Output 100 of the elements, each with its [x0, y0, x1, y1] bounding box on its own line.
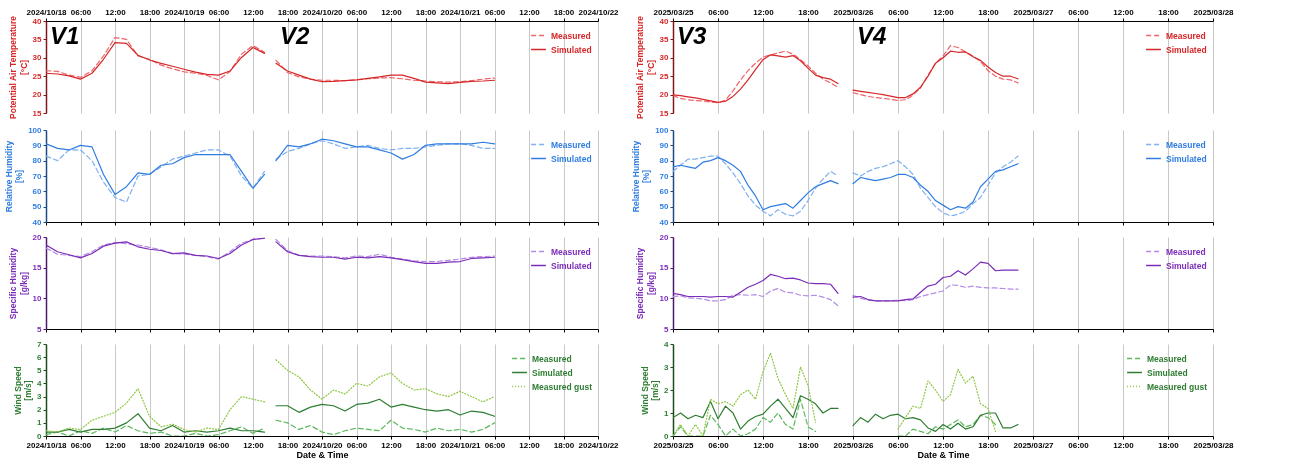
- x-tick-label: 12:00: [519, 7, 541, 17]
- y-tick-label: 100: [655, 125, 670, 135]
- x-tick-label: 2025/03/25: [653, 7, 695, 17]
- legend-label: Measured: [532, 353, 572, 364]
- y-tick-label: 1: [664, 408, 670, 418]
- y-tick-label: 4: [37, 378, 43, 388]
- legend-label: Simulated: [551, 260, 592, 271]
- x-tick-label: 06:00: [1068, 440, 1090, 450]
- y-tick-label: 20: [32, 232, 43, 242]
- x-tick-label: 12:00: [381, 7, 403, 17]
- x-tick-label: 2024/10/20: [302, 440, 344, 450]
- x-tick-label: 06:00: [484, 440, 506, 450]
- legend-label: Measured: [1147, 353, 1187, 364]
- x-tick-label: 2024/10/20: [302, 7, 344, 17]
- y-tick-label: 2: [37, 405, 43, 415]
- y-tick-label: 10: [32, 293, 43, 303]
- y-tick-label: 20: [659, 90, 670, 100]
- legend-label: Measured gust: [1147, 381, 1208, 392]
- legend-label: Simulated: [1166, 260, 1207, 271]
- x-tick-label: 12:00: [519, 440, 541, 450]
- legend-label: Measured: [551, 139, 591, 150]
- y-tick-label: 10: [659, 293, 670, 303]
- y-tick-label: 80: [32, 156, 43, 166]
- x-tick-label: 18:00: [978, 440, 1000, 450]
- y-tick-label: 40: [659, 217, 670, 227]
- y-tick-label: 90: [32, 140, 43, 150]
- x-tick-label: 06:00: [484, 7, 506, 17]
- x-tick-label: 18:00: [277, 440, 299, 450]
- x-tick-label: 12:00: [105, 7, 127, 17]
- x-tick-label: 06:00: [1068, 7, 1090, 17]
- x-tick-label: 18:00: [1158, 7, 1180, 17]
- y-tick-label: 20: [32, 90, 43, 100]
- y-tick-label: 7: [37, 339, 43, 349]
- x-tick-label: 12:00: [933, 440, 955, 450]
- x-axis-title: Date & Time: [917, 449, 970, 460]
- x-tick-label: 2025/03/25: [653, 440, 695, 450]
- x-tick-label: 2025/03/26: [833, 440, 875, 450]
- legend-label: Simulated: [551, 44, 592, 55]
- x-tick-label: 06:00: [708, 7, 730, 17]
- y-axis-title: Specific Humidity [g/kg]: [635, 247, 656, 320]
- x-tick-label: 12:00: [243, 440, 265, 450]
- legend-label: Simulated: [551, 153, 592, 164]
- annotation: V2: [280, 22, 311, 49]
- y-tick-label: 25: [659, 71, 670, 81]
- y-tick-label: 5: [37, 365, 43, 375]
- y-axis-title: Relative Humidity [%]: [3, 140, 25, 213]
- y-tick-label: 3: [664, 362, 670, 372]
- x-tick-label: 18:00: [798, 440, 820, 450]
- y-axis-title: Potential Air Temperature [°C]: [8, 15, 29, 119]
- y-tick-label: 35: [32, 34, 43, 44]
- legend-label: Measured: [551, 246, 591, 257]
- y-tick-label: 6: [37, 352, 43, 362]
- x-tick-label: 06:00: [888, 440, 910, 450]
- y-axis-title: Relative Humidity [%]: [630, 140, 652, 213]
- legend-label: Simulated: [1166, 44, 1207, 55]
- x-tick-label: 12:00: [753, 440, 775, 450]
- x-tick-label: 12:00: [1113, 440, 1135, 450]
- x-tick-label: 06:00: [888, 7, 910, 17]
- y-axis-title: Wind Speed [m/s]: [12, 366, 34, 415]
- y-tick-label: 70: [32, 171, 43, 181]
- x-tick-label: 12:00: [243, 7, 265, 17]
- x-tick-label: 2024/10/18: [26, 7, 68, 17]
- x-axis-title: Date & Time: [296, 449, 349, 460]
- y-tick-label: 5: [664, 324, 670, 334]
- legend-label: Measured: [1166, 139, 1206, 150]
- x-tick-label: 06:00: [346, 440, 368, 450]
- x-tick-label: 12:00: [753, 7, 775, 17]
- annotation: V3: [677, 22, 708, 49]
- x-tick-label: 2025/03/27: [1013, 440, 1055, 450]
- x-tick-label: 18:00: [277, 7, 299, 17]
- x-tick-label: 2024/10/19: [164, 440, 206, 450]
- annotation: V1: [50, 22, 80, 49]
- y-axis-title: Specific Humidity [g/kg]: [8, 247, 29, 320]
- legend-label: Measured gust: [532, 381, 593, 392]
- y-tick-label: 2: [664, 385, 670, 395]
- x-tick-label: 06:00: [70, 440, 92, 450]
- x-tick-label: 06:00: [70, 7, 92, 17]
- y-tick-label: 25: [32, 71, 43, 81]
- x-tick-label: 2024/10/22: [578, 7, 620, 17]
- y-tick-label: 15: [32, 263, 43, 273]
- y-tick-label: 0: [664, 431, 670, 441]
- x-tick-label: 18:00: [139, 7, 161, 17]
- legend-label: Measured: [1166, 246, 1206, 257]
- y-tick-label: 40: [659, 16, 670, 26]
- x-tick-label: 18:00: [553, 440, 575, 450]
- x-tick-label: 12:00: [1113, 7, 1135, 17]
- x-tick-label: 2024/10/21: [440, 7, 482, 17]
- x-tick-label: 2024/10/22: [578, 440, 620, 450]
- y-tick-label: 3: [37, 392, 43, 402]
- x-tick-label: 2025/03/26: [833, 7, 875, 17]
- y-tick-label: 15: [32, 108, 43, 118]
- legend-label: Simulated: [1166, 153, 1207, 164]
- x-tick-label: 18:00: [1158, 440, 1180, 450]
- y-tick-label: 90: [659, 140, 670, 150]
- x-tick-label: 18:00: [798, 7, 820, 17]
- y-tick-label: 50: [659, 202, 670, 212]
- y-tick-label: 40: [32, 16, 43, 26]
- x-tick-label: 06:00: [208, 7, 230, 17]
- y-tick-label: 40: [32, 217, 43, 227]
- y-tick-label: 60: [32, 186, 43, 196]
